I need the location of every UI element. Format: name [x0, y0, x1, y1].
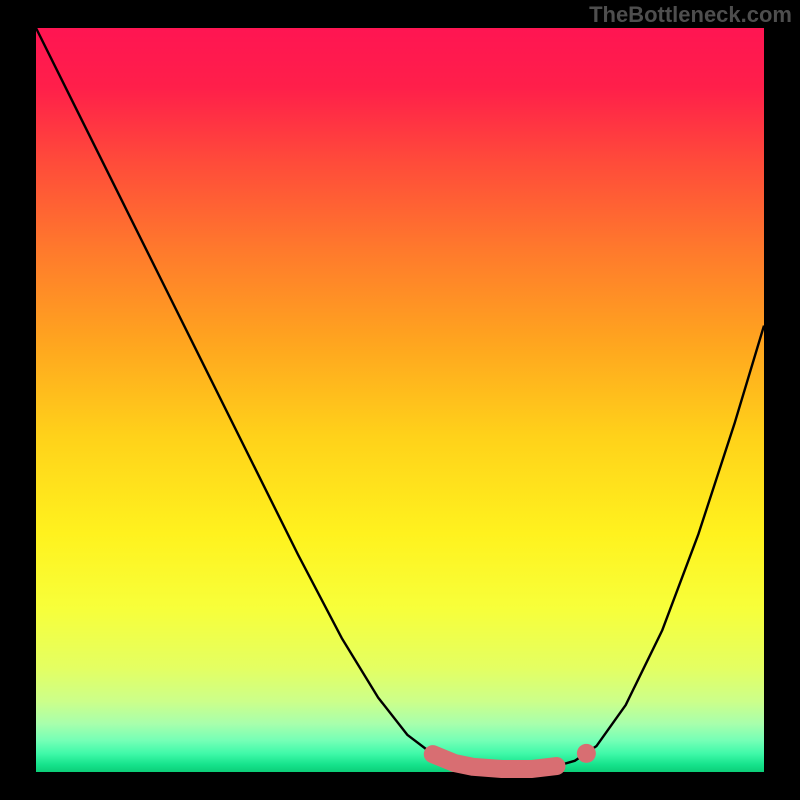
watermark-text: TheBottleneck.com	[589, 2, 792, 28]
chart-plot-area	[36, 28, 764, 772]
bottleneck-chart	[0, 0, 800, 800]
curve-highlight-dot	[577, 744, 596, 763]
